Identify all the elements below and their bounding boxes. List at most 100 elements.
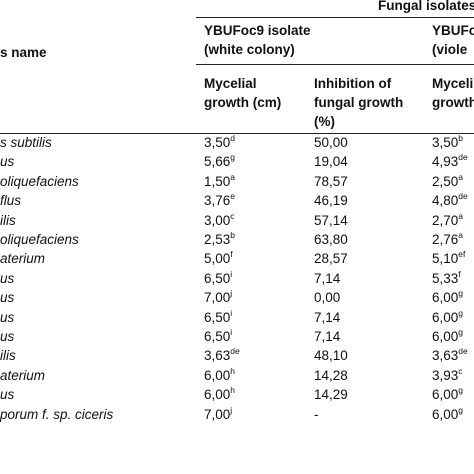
- inhibition-cell: 78,57: [314, 173, 348, 191]
- row-header-label: s name: [0, 45, 47, 60]
- mycelial-growth-cell-significance: de: [230, 346, 240, 357]
- mycelial-growth-cell-value: 6,50: [204, 270, 231, 286]
- mycelial-growth-2-cell-significance: de: [458, 152, 468, 163]
- mycelial-growth-2-cell-significance: de: [458, 346, 468, 357]
- mycelial-growth-2-cell-significance: g: [458, 385, 464, 396]
- table-row: us 6,50i 7,14 6,00g: [0, 328, 474, 347]
- inhibition-cell: 0,00: [314, 289, 340, 307]
- mycelial-growth-cell-value: 3,76: [204, 193, 231, 209]
- col-1-header-line2: growth (cm): [204, 95, 282, 110]
- mycelial-growth-2-cell: 3,63de: [432, 347, 468, 365]
- inhibition-cell-value: 46,19: [314, 193, 348, 209]
- mycelial-growth-cell: 3,76e: [204, 192, 235, 210]
- mycelial-growth-2-cell-value: 5,10: [432, 251, 459, 267]
- mycelial-growth-cell: 6,50i: [204, 270, 232, 288]
- mycelial-growth-cell-value: 6,00: [204, 367, 231, 383]
- table-row: us 6,50i 7,14 6,00g: [0, 307, 474, 328]
- inhibition-cell-value: 50,00: [314, 135, 348, 150]
- mycelial-growth-cell: 6,50i: [204, 328, 232, 346]
- table-row: oliquefaciens 1,50a 78,57 2,50a: [0, 173, 474, 192]
- group-2-title: YBUFo: [432, 23, 474, 38]
- mycelial-growth-cell-value: 5,00: [204, 251, 231, 267]
- mycelial-growth-2-cell-significance: ef: [458, 249, 466, 260]
- table-row: ilis 3,00c 57,14 2,70a: [0, 211, 474, 231]
- isolate-name-cell: porum f. sp. ciceris: [0, 406, 113, 424]
- isolate-name-cell: us: [0, 328, 14, 346]
- isolate-name-cell-value: aterium: [0, 251, 46, 267]
- mycelial-growth-cell: 7,00j: [204, 405, 232, 424]
- mycelial-growth-cell: 3,50d: [204, 134, 235, 152]
- mycelial-growth-2-cell-value: 3,93: [432, 367, 459, 383]
- inhibition-cell: 7,14: [314, 309, 340, 327]
- inhibition-cell-value: 48,10: [314, 348, 348, 364]
- mycelial-growth-cell-value: 3,00: [204, 212, 231, 228]
- table-row: aterium 6,00h 14,28 3,93c: [0, 367, 474, 386]
- mycelial-growth-cell-significance: i: [230, 268, 233, 279]
- mycelial-growth-cell-value: 3,50: [204, 135, 231, 150]
- mycelial-growth-cell: 5,66g: [204, 153, 235, 171]
- col-2-header-line1: Inhibition of: [314, 76, 392, 91]
- isolate-name-cell: ilis: [0, 212, 16, 230]
- mycelial-growth-2-cell-value: 4,80: [432, 193, 459, 209]
- mycelial-growth-cell: 6,00h: [204, 386, 235, 404]
- isolate-name-cell: s subtilis: [0, 134, 52, 152]
- inhibition-cell-value: 63,80: [314, 232, 348, 247]
- isolate-name-cell-value: oliquefaciens: [0, 232, 79, 247]
- table-row: us 6,00h 14,29 6,00g: [0, 386, 474, 405]
- mycelial-growth-2-cell: 6,00g: [432, 307, 464, 327]
- inhibition-cell: 19,04: [314, 153, 348, 171]
- mycelial-growth-2-cell: 3,50b: [432, 134, 463, 152]
- mycelial-growth-2-cell-value: 3,63: [432, 348, 459, 364]
- isolate-name-cell-value: us: [0, 387, 15, 403]
- table-row: us 6,50i 7,14 5,33f: [0, 270, 474, 289]
- inhibition-cell-value: 0,00: [314, 290, 341, 306]
- inhibition-cell: 14,28: [314, 367, 348, 385]
- inhibition-cell-value: 7,14: [314, 309, 341, 325]
- mycelial-growth-2-cell: 3,93c: [432, 367, 463, 385]
- inhibition-cell: 63,80: [314, 231, 348, 249]
- isolate-name-cell: us: [0, 289, 14, 307]
- mycelial-growth-2-cell: 6,00g: [432, 405, 463, 424]
- mycelial-growth-2-cell: 4,80de: [432, 192, 468, 210]
- col-1-header-line1: Mycelial: [204, 76, 257, 91]
- table-row: ilis 3,63de 48,10 3,63de: [0, 347, 474, 366]
- isolate-name-cell: aterium: [0, 250, 45, 268]
- group-1-subtitle: (white colony): [204, 42, 295, 57]
- mycelial-growth-2-cell-value: 6,00: [432, 406, 459, 422]
- mycelial-growth-2-cell-value: 6,00: [432, 387, 459, 403]
- isolate-name-cell-value: ilis: [0, 348, 16, 364]
- mycelial-growth-2-cell-value: 6,00: [432, 290, 459, 306]
- inhibition-cell-value: -: [314, 406, 319, 422]
- table-row: flus 3,76e 46,19 4,80de: [0, 192, 474, 211]
- mycelial-growth-cell-significance: i: [230, 307, 233, 318]
- isolate-name-cell: us: [0, 386, 14, 404]
- mycelial-growth-2-cell-value: 3,50: [432, 135, 459, 150]
- inhibition-cell-value: 19,04: [314, 154, 348, 170]
- mycelial-growth-2-cell-significance: g: [458, 307, 464, 318]
- isolate-name-cell-value: aterium: [0, 367, 46, 383]
- mycelial-growth-2-cell-significance: de: [458, 191, 468, 202]
- inhibition-cell: 7,14: [314, 328, 340, 346]
- isolate-name-cell: aterium: [0, 367, 45, 385]
- mycelial-growth-cell-value: 5,66: [204, 154, 231, 170]
- isolate-name-cell-value: us: [0, 329, 15, 344]
- mycelial-growth-cell-value: 6,50: [204, 329, 231, 344]
- group-1-title: YBUFoc9 isolate: [204, 23, 311, 38]
- mycelial-growth-2-cell-value: 6,00: [432, 329, 459, 344]
- mycelial-growth-cell-significance: d: [230, 133, 236, 143]
- mycelial-growth-2-cell-significance: c: [458, 365, 463, 376]
- group-2-subtitle: (viole: [432, 42, 468, 57]
- mycelial-growth-2-cell: 6,00g: [432, 386, 463, 404]
- mycelial-growth-2-cell-significance: g: [458, 327, 464, 337]
- mycelial-growth-cell-value: 3,63: [204, 348, 231, 364]
- isolate-name-cell-value: oliquefaciens: [0, 173, 79, 189]
- mycelial-growth-2-cell-significance: b: [458, 133, 464, 143]
- mycelial-growth-cell-significance: i: [230, 327, 233, 337]
- inhibition-cell: 28,57: [314, 250, 348, 268]
- inhibition-cell: 7,14: [314, 270, 340, 288]
- mycelial-growth-2-cell: 2,76a: [432, 231, 463, 249]
- mycelial-growth-2-cell-value: 2,76: [432, 232, 459, 247]
- mycelial-growth-cell-significance: b: [230, 230, 236, 240]
- mycelial-growth-2-cell: 5,10ef: [432, 250, 465, 268]
- mycelial-growth-2-cell-value: 2,70: [432, 212, 459, 228]
